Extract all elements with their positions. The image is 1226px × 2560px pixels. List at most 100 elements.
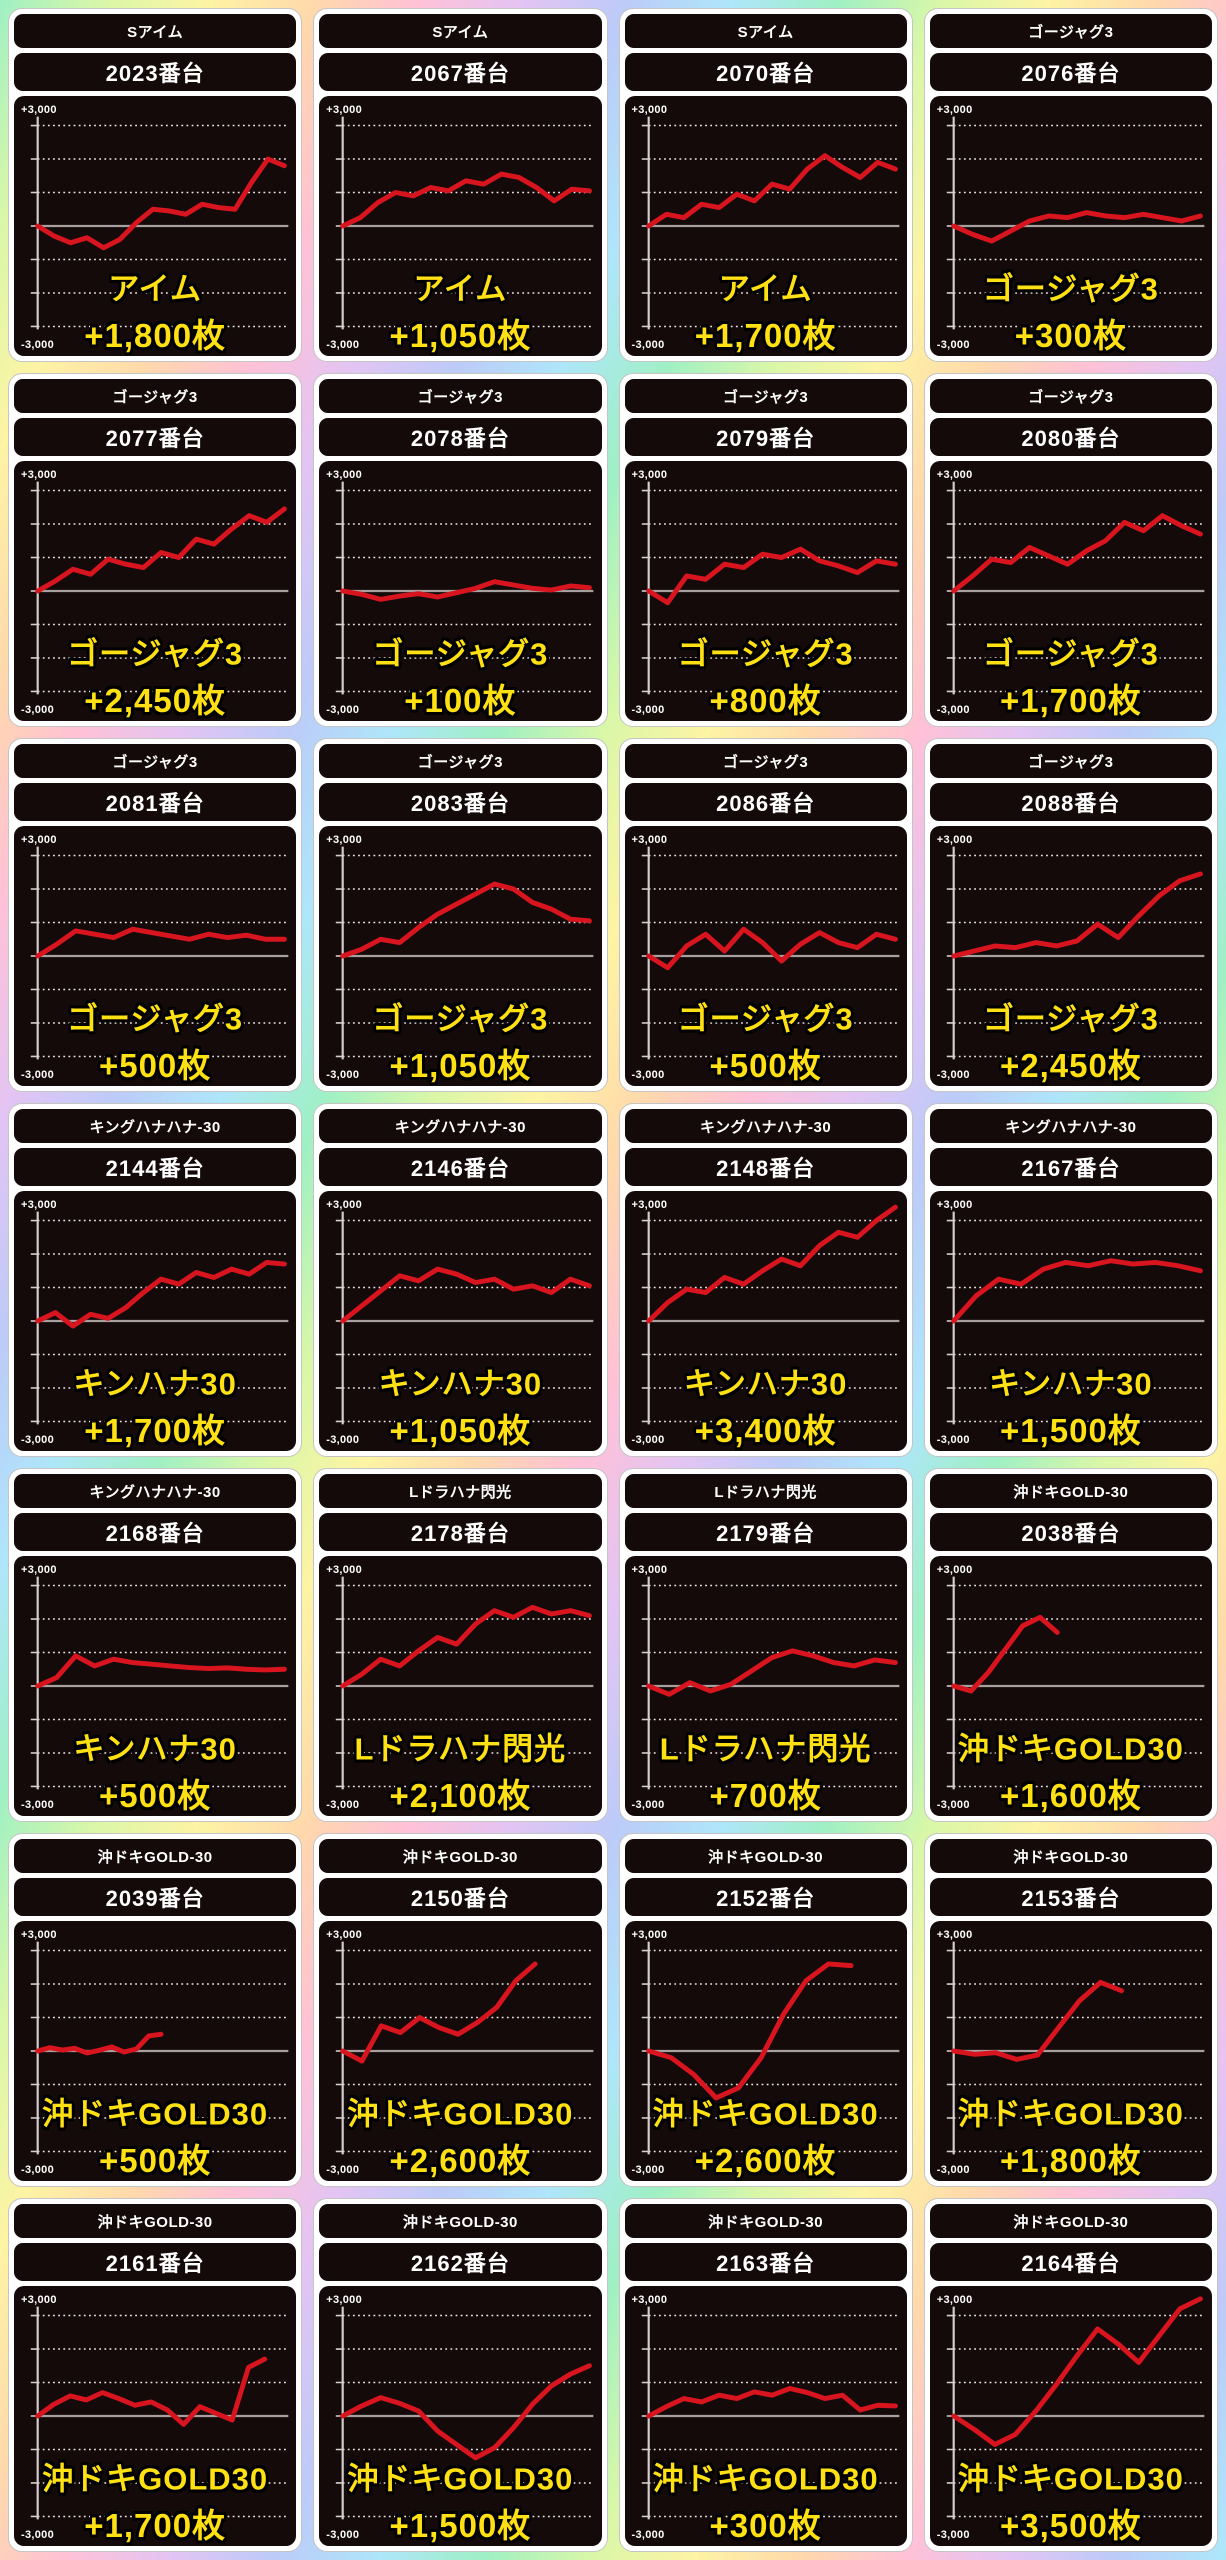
- machine-card[interactable]: Sアイム 2023番台 +3,000 -3,000 アイム +1,800枚: [8, 8, 303, 362]
- machine-nickname: Lドラハナ閃光: [659, 1731, 872, 1767]
- machine-nickname: 沖ドキGOLD30: [957, 2461, 1184, 2497]
- y-axis-min-label: -3,000: [631, 339, 665, 351]
- machine-number-label: 2152番台: [624, 1878, 907, 1916]
- machine-card[interactable]: ゴージャグ3 2079番台 +3,000 -3,000 ゴージャグ3 +800枚: [618, 373, 913, 727]
- machine-card[interactable]: ゴージャグ3 2076番台 +3,000 -3,000 ゴージャグ3 +300枚: [923, 8, 1218, 362]
- payout-graph: [30, 846, 289, 1060]
- machine-card[interactable]: キングハナハナ-30 2167番台 +3,000 -3,000 キンハナ30 +…: [923, 1103, 1218, 1457]
- payout-graph: [641, 481, 899, 695]
- payout-graph-panel: +3,000 -3,000 ゴージャグ3 +300枚: [929, 96, 1212, 356]
- machine-card[interactable]: ゴージャグ3 2088番台 +3,000 -3,000 ゴージャグ3 +2,45…: [923, 738, 1218, 1092]
- y-axis-max-label: +3,000: [21, 1929, 57, 1941]
- y-axis-max-label: +3,000: [21, 1199, 57, 1211]
- y-axis-min-label: -3,000: [21, 339, 54, 351]
- payout-graph: [336, 846, 594, 1060]
- machine-number-label: 2179番台: [624, 1513, 907, 1551]
- machine-card[interactable]: 沖ドキGOLD-30 2163番台 +3,000 -3,000 沖ドキGOLD3…: [618, 2198, 913, 2552]
- machine-card[interactable]: キングハナハナ-30 2146番台 +3,000 -3,000 キンハナ30 +…: [313, 1103, 608, 1457]
- payout-amount: +1,050枚: [389, 1411, 532, 1449]
- payout-amount: +1,050枚: [389, 316, 532, 354]
- machine-card[interactable]: ゴージャグ3 2077番台 +3,000 -3,000 ゴージャグ3 +2,45…: [8, 373, 303, 727]
- machine-card[interactable]: キングハナハナ-30 2168番台 +3,000 -3,000 キンハナ30 +…: [8, 1468, 303, 1822]
- machine-number-label: 2038番台: [929, 1513, 1212, 1551]
- machine-card[interactable]: 沖ドキGOLD-30 2153番台 +3,000 -3,000 沖ドキGOLD3…: [923, 1833, 1218, 2187]
- y-axis-max-label: +3,000: [326, 1199, 363, 1211]
- machine-number-label: 2023番台: [14, 53, 297, 91]
- machine-card[interactable]: ゴージャグ3 2078番台 +3,000 -3,000 ゴージャグ3 +100枚: [313, 373, 608, 727]
- machine-card[interactable]: 沖ドキGOLD-30 2162番台 +3,000 -3,000 沖ドキGOLD3…: [313, 2198, 608, 2552]
- machine-card[interactable]: 沖ドキGOLD-30 2164番台 +3,000 -3,000 沖ドキGOLD3…: [923, 2198, 1218, 2552]
- machine-card[interactable]: Lドラハナ閃光 2179番台 +3,000 -3,000 Lドラハナ閃光 +70…: [618, 1468, 913, 1822]
- machine-card[interactable]: ゴージャグ3 2086番台 +3,000 -3,000 ゴージャグ3 +500枚: [618, 738, 913, 1092]
- machine-card[interactable]: 沖ドキGOLD-30 2150番台 +3,000 -3,000 沖ドキGOLD3…: [313, 1833, 608, 2187]
- machine-number-label: 2080番台: [929, 418, 1212, 456]
- payout-graph: [336, 1211, 594, 1425]
- machine-model-label: キングハナハナ-30: [14, 1474, 297, 1508]
- payout-graph: [946, 846, 1205, 1060]
- payout-amount: +1,800枚: [84, 316, 227, 354]
- payout-graph: [336, 1576, 594, 1790]
- payout-graph-panel: +3,000 -3,000 沖ドキGOLD30 +1,500枚: [319, 2286, 602, 2546]
- payout-amount: +1,500枚: [389, 2506, 532, 2544]
- machine-number-label: 2161番台: [14, 2243, 297, 2281]
- y-axis-max-label: +3,000: [326, 1929, 363, 1941]
- machine-model-label: キングハナハナ-30: [624, 1109, 907, 1143]
- y-axis-max-label: +3,000: [631, 2294, 668, 2306]
- machine-number-label: 2067番台: [319, 53, 602, 91]
- machine-nickname: ゴージャグ3: [982, 1001, 1159, 1037]
- machine-card[interactable]: Sアイム 2070番台 +3,000 -3,000 アイム +1,700枚: [618, 8, 913, 362]
- machine-card[interactable]: Sアイム 2067番台 +3,000 -3,000 アイム +1,050枚: [313, 8, 608, 362]
- machine-model-label: ゴージャグ3: [624, 744, 907, 778]
- machine-number-label: 2083番台: [319, 783, 602, 821]
- payout-amount: +500枚: [98, 1046, 212, 1084]
- payout-graph-panel: +3,000 -3,000 ゴージャグ3 +1,700枚: [929, 461, 1212, 721]
- payout-amount: +1,700枚: [84, 1411, 227, 1449]
- machine-card[interactable]: キングハナハナ-30 2148番台 +3,000 -3,000 キンハナ30 +…: [618, 1103, 913, 1457]
- machine-nickname: Lドラハナ閃光: [354, 1731, 567, 1767]
- payout-graph: [946, 2296, 1205, 2520]
- y-axis-max-label: +3,000: [936, 104, 973, 116]
- payout-graph-panel: +3,000 -3,000 キンハナ30 +500枚: [14, 1556, 297, 1816]
- machine-card[interactable]: ゴージャグ3 2083番台 +3,000 -3,000 ゴージャグ3 +1,05…: [313, 738, 608, 1092]
- machine-card[interactable]: 沖ドキGOLD-30 2039番台 +3,000 -3,000 沖ドキGOLD3…: [8, 1833, 303, 2187]
- y-axis-min-label: -3,000: [21, 1799, 54, 1811]
- machine-card[interactable]: 沖ドキGOLD-30 2161番台 +3,000 -3,000 沖ドキGOLD3…: [8, 2198, 303, 2552]
- machine-card[interactable]: 沖ドキGOLD-30 2152番台 +3,000 -3,000 沖ドキGOLD3…: [618, 1833, 913, 2187]
- machine-number-label: 2150番台: [319, 1878, 602, 1916]
- machine-card[interactable]: Lドラハナ閃光 2178番台 +3,000 -3,000 Lドラハナ閃光 +2,…: [313, 1468, 608, 1822]
- y-axis-min-label: -3,000: [631, 1799, 665, 1811]
- payout-amount: +2,100枚: [389, 1776, 532, 1814]
- payout-graph: [641, 1204, 899, 1425]
- payout-amount: +1,600枚: [999, 1776, 1142, 1814]
- y-axis-max-label: +3,000: [631, 834, 668, 846]
- payout-graph: [641, 846, 899, 1060]
- payout-graph: [946, 1941, 1205, 2155]
- y-axis-max-label: +3,000: [326, 1564, 363, 1576]
- payout-graph: [336, 116, 594, 330]
- machine-model-label: キングハナハナ-30: [14, 1109, 297, 1143]
- payout-amount: +1,800枚: [999, 2141, 1142, 2179]
- y-axis-min-label: -3,000: [936, 1799, 970, 1811]
- y-axis-min-label: -3,000: [936, 704, 970, 716]
- y-axis-min-label: -3,000: [21, 2164, 54, 2176]
- payout-amount: +1,700枚: [84, 2506, 227, 2544]
- payout-amount: +3,400枚: [694, 1411, 837, 1449]
- payout-graph-panel: +3,000 -3,000 アイム +1,800枚: [14, 96, 297, 356]
- machine-card[interactable]: ゴージャグ3 2081番台 +3,000 -3,000 ゴージャグ3 +500枚: [8, 738, 303, 1092]
- y-axis-max-label: +3,000: [936, 1199, 973, 1211]
- y-axis-min-label: -3,000: [21, 704, 54, 716]
- payout-graph-panel: +3,000 -3,000 ゴージャグ3 +2,450枚: [929, 826, 1212, 1086]
- payout-graph-panel: +3,000 -3,000 アイム +1,700枚: [624, 96, 907, 356]
- payout-graph-panel: +3,000 -3,000 沖ドキGOLD30 +1,700枚: [14, 2286, 297, 2546]
- payout-amount: +2,600枚: [694, 2141, 837, 2179]
- payout-graph-panel: +3,000 -3,000 沖ドキGOLD30 +1,600枚: [929, 1556, 1212, 1816]
- payout-graph: [641, 1576, 899, 1790]
- machine-card[interactable]: ゴージャグ3 2080番台 +3,000 -3,000 ゴージャグ3 +1,70…: [923, 373, 1218, 727]
- y-axis-min-label: -3,000: [631, 2164, 665, 2176]
- payout-graph-panel: +3,000 -3,000 沖ドキGOLD30 +2,600枚: [319, 1921, 602, 2181]
- machine-number-label: 2144番台: [14, 1148, 297, 1186]
- machine-card[interactable]: キングハナハナ-30 2144番台 +3,000 -3,000 キンハナ30 +…: [8, 1103, 303, 1457]
- machine-card[interactable]: 沖ドキGOLD-30 2038番台 +3,000 -3,000 沖ドキGOLD3…: [923, 1468, 1218, 1822]
- machine-nickname: キンハナ30: [73, 1366, 237, 1402]
- payout-graph-panel: +3,000 -3,000 キンハナ30 +1,700枚: [14, 1191, 297, 1451]
